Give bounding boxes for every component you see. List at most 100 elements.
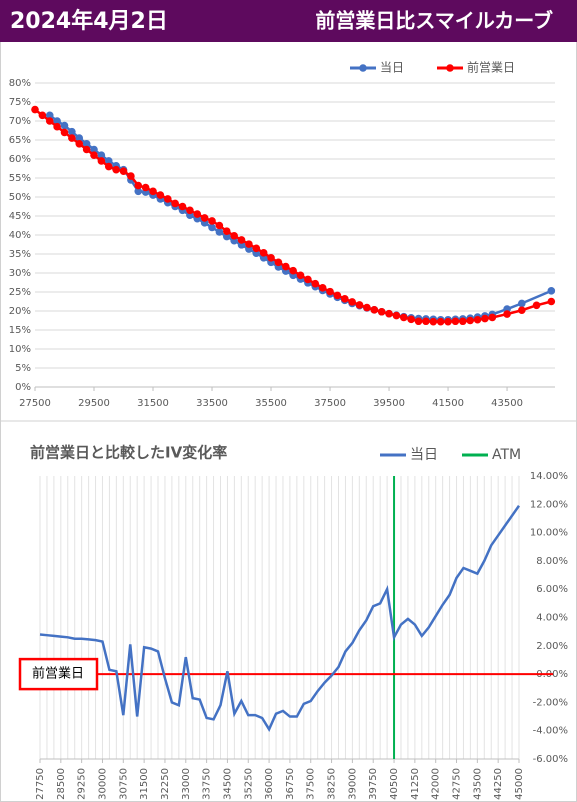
point [97, 151, 106, 159]
x-tick-label: 35500 [255, 398, 287, 409]
y-tick-label: 14.00% [530, 471, 568, 482]
point [377, 307, 386, 316]
point [200, 214, 209, 222]
x-tick-label: 31500 [139, 768, 150, 800]
point [466, 316, 474, 325]
point [518, 306, 526, 315]
reference-label-box [18, 657, 99, 691]
point [208, 223, 216, 232]
y-tick-label: 80% [9, 78, 31, 89]
reference-label: 前営業日 [32, 666, 84, 682]
point [119, 167, 128, 175]
point [392, 311, 401, 320]
x-tick-label: 43500 [491, 398, 523, 409]
x-tick-label: 39750 [368, 768, 379, 800]
point [75, 140, 84, 148]
point [370, 306, 379, 314]
y-tick-label: 20% [9, 306, 31, 317]
y-tick-label: 6.00% [536, 584, 568, 595]
point [422, 317, 430, 326]
y-tick-label: 5% [15, 363, 31, 374]
y-tick-label: -6.00% [533, 754, 568, 765]
x-tick-label: 32250 [160, 768, 171, 800]
x-tick-label: 30750 [118, 768, 129, 800]
y-tick-label: 55% [9, 173, 31, 184]
point [481, 314, 489, 323]
point [414, 317, 423, 326]
point [348, 298, 356, 306]
y-tick-label: 15% [9, 325, 31, 336]
point [252, 244, 261, 253]
point [444, 317, 452, 326]
y-tick-label: 4.00% [536, 613, 568, 624]
point [38, 111, 47, 120]
x-tick-label: 41500 [432, 398, 464, 409]
x-tick-label: 30000 [97, 768, 108, 800]
x-tick-label: 31500 [137, 398, 169, 409]
point [82, 140, 91, 148]
point [281, 262, 290, 271]
point [547, 297, 556, 306]
legend-label: 当日 [380, 61, 404, 75]
point [90, 151, 98, 159]
point [75, 134, 84, 142]
point [90, 145, 98, 154]
point [208, 217, 216, 225]
y-tick-label: -4.00% [533, 726, 568, 737]
point [215, 221, 224, 230]
point [488, 313, 497, 322]
point [178, 202, 187, 211]
point [311, 279, 320, 288]
header-date: 2024年4月2日 [10, 8, 168, 34]
x-tick-label: 37500 [306, 768, 317, 800]
point [60, 121, 69, 130]
y-tick-label: 35% [9, 249, 31, 260]
point [363, 303, 371, 312]
point [399, 313, 408, 322]
point [53, 122, 61, 131]
legend-label: ATM [492, 447, 521, 463]
point [259, 249, 268, 257]
legend-label: 前営業日 [467, 60, 515, 75]
point [222, 232, 231, 241]
y-tick-label: 40% [9, 230, 31, 241]
legend-marker [359, 64, 367, 72]
point [104, 162, 113, 171]
point [60, 128, 69, 137]
x-tick-label: 39500 [373, 398, 405, 409]
point [340, 295, 349, 303]
legend-marker [446, 64, 454, 72]
point [163, 195, 172, 203]
point [68, 127, 76, 136]
x-tick-label: 39000 [347, 768, 358, 800]
point [518, 299, 526, 308]
point [45, 111, 54, 120]
x-tick-label: 42000 [431, 768, 442, 800]
x-tick-label: 35250 [243, 768, 254, 800]
point [473, 315, 482, 324]
x-tick-label: 40500 [389, 768, 400, 800]
y-tick-label: 0% [15, 382, 31, 393]
point [237, 236, 246, 244]
y-tick-label: 45% [9, 211, 31, 222]
point [112, 165, 120, 174]
y-tick-label: -2.00% [533, 697, 568, 708]
point [149, 187, 157, 196]
x-tick-label: 41250 [410, 768, 421, 800]
point [245, 240, 253, 248]
y-tick-label: 60% [9, 154, 31, 165]
x-tick-label: 33500 [196, 398, 228, 409]
point [97, 157, 106, 165]
point [134, 181, 143, 190]
header-title: 前営業日比スマイルカーブ [315, 9, 553, 33]
point [267, 253, 275, 262]
y-tick-label: 2.00% [536, 641, 568, 652]
point [104, 157, 113, 165]
point [296, 271, 305, 280]
point [333, 291, 342, 300]
point [407, 315, 415, 324]
point [304, 275, 312, 284]
x-tick-label: 27750 [35, 768, 46, 800]
point [289, 266, 297, 275]
